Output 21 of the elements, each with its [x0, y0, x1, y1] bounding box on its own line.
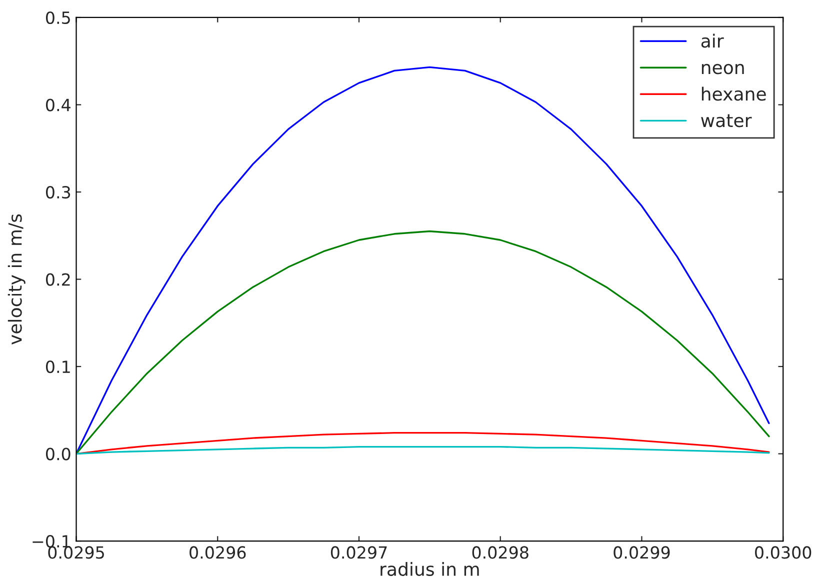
y-tick-label: 0.5 [46, 11, 70, 24]
y-tick-label: 0.4 [46, 98, 70, 112]
line-series [76, 446, 770, 455]
y-tick-label: 0.1 [46, 360, 70, 374]
legend-label: hexane [702, 86, 766, 101]
x-tick-label: 0.0299 [614, 546, 670, 559]
legend-label: water [701, 114, 752, 128]
x-tick-label: 0.0296 [190, 546, 246, 559]
y-tick-label: 0.3 [46, 186, 70, 199]
y-tick-label: 0.0 [46, 448, 70, 460]
legend-label: air [701, 34, 724, 48]
line-series [76, 432, 770, 455]
legend-label: neon [702, 64, 744, 74]
y-tick-label: 0.2 [46, 273, 70, 286]
x-axis-title: radius in m [380, 562, 479, 576]
x-tick-label: 0.0297 [330, 546, 387, 559]
x-tick-label: 0.0300 [755, 546, 812, 559]
x-tick-label: 0.0295 [48, 546, 104, 559]
line-series [76, 230, 770, 455]
x-tick-label: 0.0298 [472, 546, 528, 559]
y-axis-title: velocity in m/s [8, 214, 26, 345]
